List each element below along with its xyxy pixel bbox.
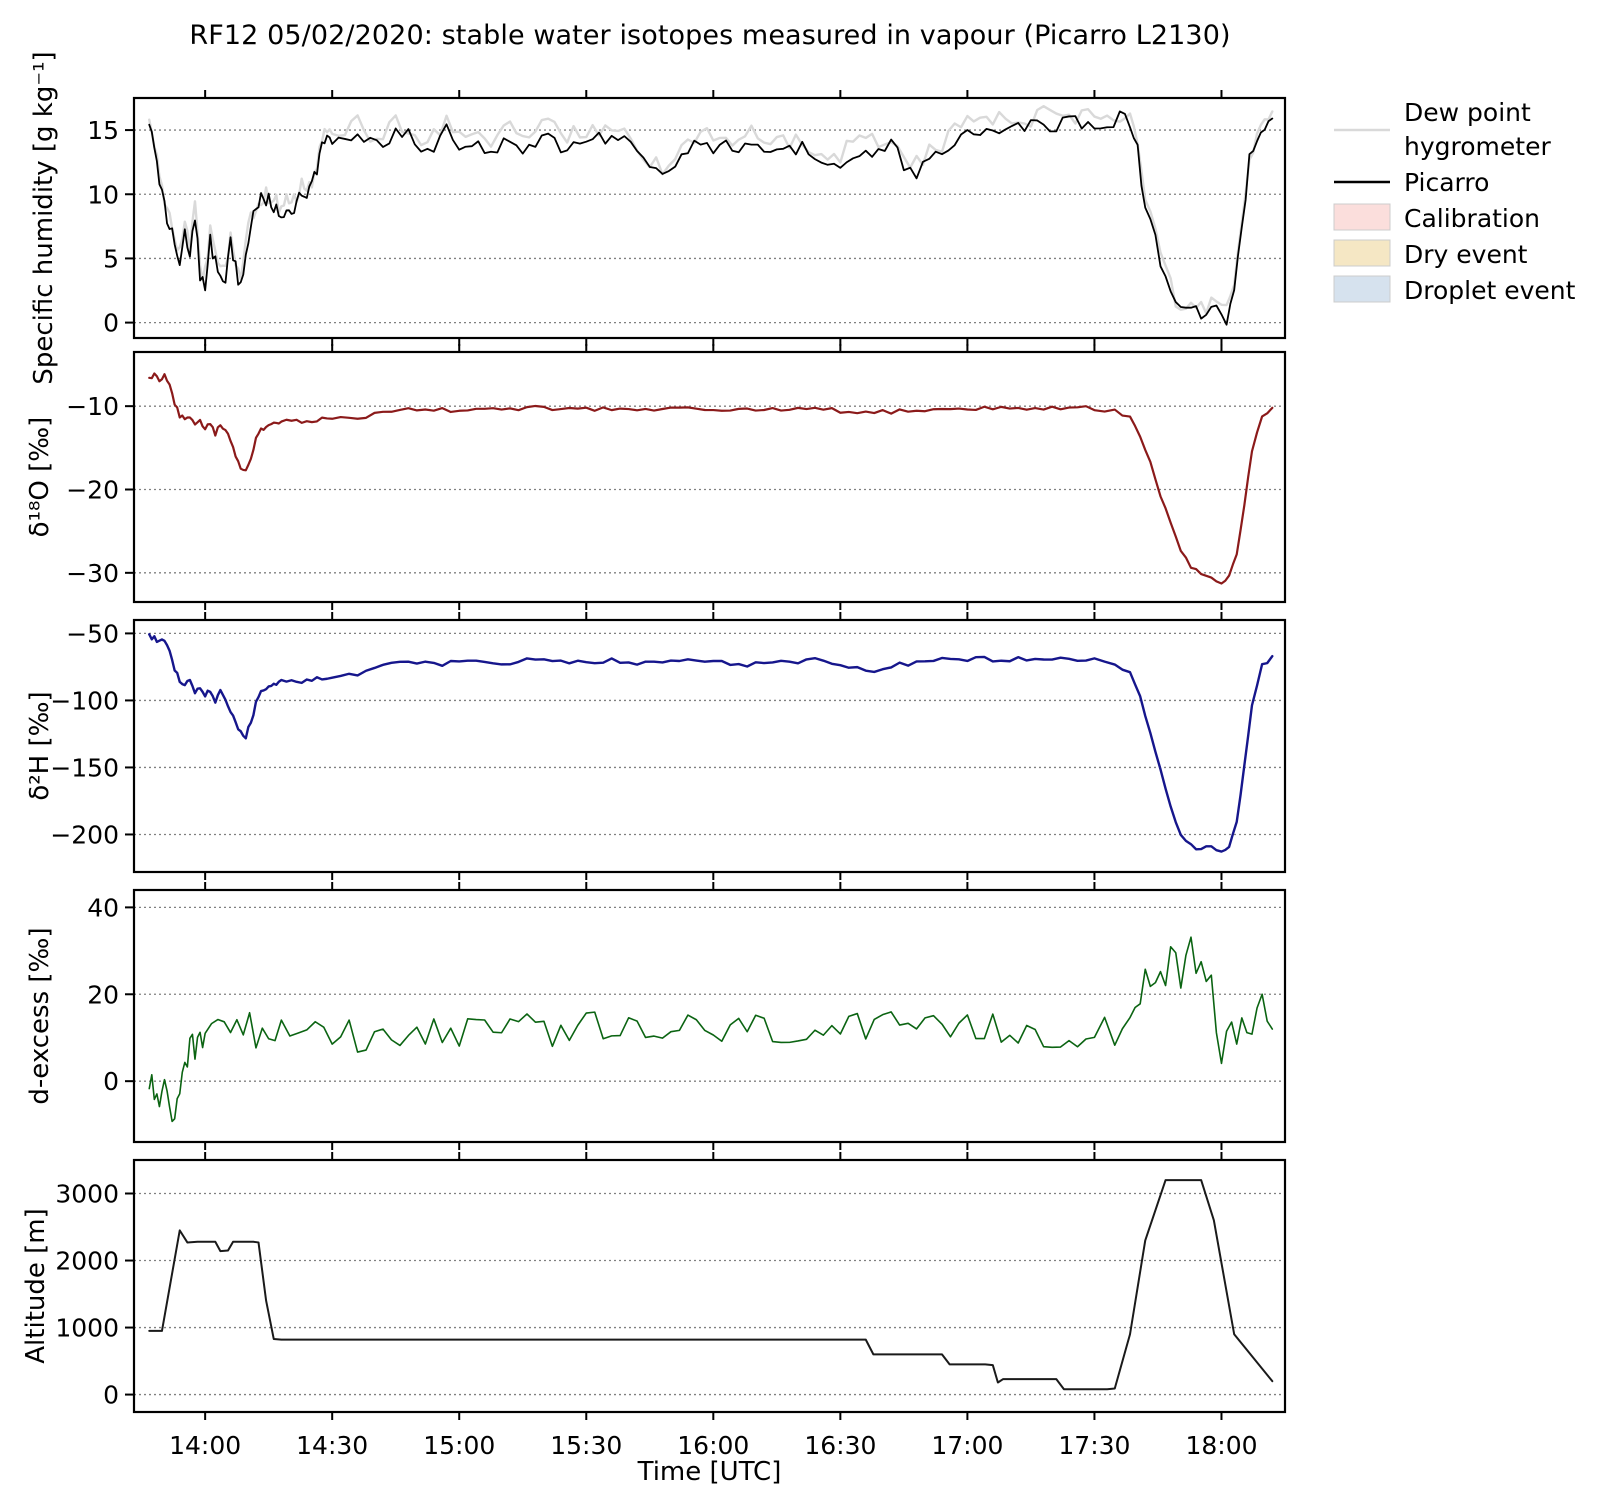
legend-label-dry-event: Dry event	[1404, 240, 1528, 269]
x-tick-label: 15:00	[423, 1431, 495, 1460]
x-tick-label: 14:30	[296, 1431, 368, 1460]
legend: Dew point hygrometer Picarro Calibration Dry…	[1333, 98, 1576, 305]
y-axis-label-delta-2-H: δ²H [‰]	[25, 691, 55, 800]
panel-frame	[132, 350, 1287, 604]
y-tick-label: −50	[66, 619, 119, 648]
panel-specific-humidity: 0 5 10 15 Specific humidity [g kg⁻¹]	[29, 51, 1287, 385]
x-tick-label: 18:00	[1185, 1431, 1257, 1460]
y-tick-label: 3000	[55, 1180, 119, 1209]
figure-title: RF12 05/02/2020: stable water isotopes m…	[189, 20, 1231, 51]
x-axis-label: Time [UTC]	[637, 1457, 782, 1487]
trace-specific-humidity	[148, 110, 1274, 326]
trace-delta-2-H	[148, 633, 1274, 853]
legend-label-dew-point-hygrometer: hygrometer	[1404, 132, 1551, 161]
legend-label-dew-point-hygrometer: Dew point	[1404, 98, 1531, 127]
y-tick-label: 0	[103, 309, 119, 338]
y-tick-label: 0	[103, 1381, 119, 1410]
y-tick-label: 2000	[55, 1247, 119, 1276]
y-tick-label: 10	[87, 180, 119, 209]
panel-frame	[132, 618, 1287, 874]
legend-label-droplet-event: Droplet event	[1404, 276, 1576, 305]
x-tick-label: 17:00	[931, 1431, 1003, 1460]
y-tick-label: 40	[87, 893, 119, 922]
legend-swatch-droplet-event	[1333, 275, 1391, 303]
y-axis-label-specific-humidity: Specific humidity [g kg⁻¹]	[29, 51, 59, 384]
y-tick-label: 15	[87, 116, 119, 145]
y-axis-label-altitude: Altitude [m]	[21, 1208, 51, 1363]
y-tick-label: −30	[66, 559, 119, 588]
legend-swatch-calibration	[1333, 203, 1391, 231]
panel-frame	[132, 888, 1287, 1144]
x-tick-label: 16:00	[677, 1431, 749, 1460]
x-tick-label: 16:30	[804, 1431, 876, 1460]
y-tick-label: −100	[50, 686, 119, 715]
panel-delta-2-H: −50 −100 −150 −200 δ²H [‰]	[25, 612, 1287, 880]
x-tick-label: 17:30	[1058, 1431, 1130, 1460]
y-tick-label: 20	[87, 980, 119, 1009]
panel-frame	[132, 1158, 1287, 1414]
panel-altitude: 0 1000 2000 3000 14:00 14:30 15:00 15:30 16:00 16…	[21, 1152, 1287, 1460]
x-tick-label: 15:30	[550, 1431, 622, 1460]
trace-dew-point-hygrometer	[148, 105, 1274, 315]
legend-swatch-dry-event	[1333, 239, 1391, 267]
y-axis-label-delta-18-O: δ¹⁸O [‰]	[25, 417, 55, 538]
trace-delta-18-O	[148, 372, 1274, 585]
y-axis-label-d-excess: d-excess [‰]	[25, 927, 55, 1104]
trace-d-excess	[148, 936, 1274, 1123]
y-tick-label: −200	[50, 820, 119, 849]
y-tick-label: 1000	[55, 1314, 119, 1343]
y-tick-label: 0	[103, 1067, 119, 1096]
y-tick-label: −150	[50, 753, 119, 782]
x-tick-label: 14:00	[169, 1431, 241, 1460]
legend-label-calibration: Calibration	[1404, 204, 1540, 233]
y-tick-label: −10	[66, 392, 119, 421]
legend-label-picarro: Picarro	[1404, 168, 1489, 197]
y-tick-label: −20	[66, 476, 119, 505]
y-tick-label: 5	[103, 244, 119, 273]
panel-delta-18-O: −10 −20 −30 δ¹⁸O [‰]	[25, 344, 1287, 610]
panel-frame	[132, 96, 1287, 340]
trace-altitude	[148, 1179, 1274, 1391]
panel-d-excess: 0 20 40 d-excess [‰]	[25, 882, 1287, 1150]
